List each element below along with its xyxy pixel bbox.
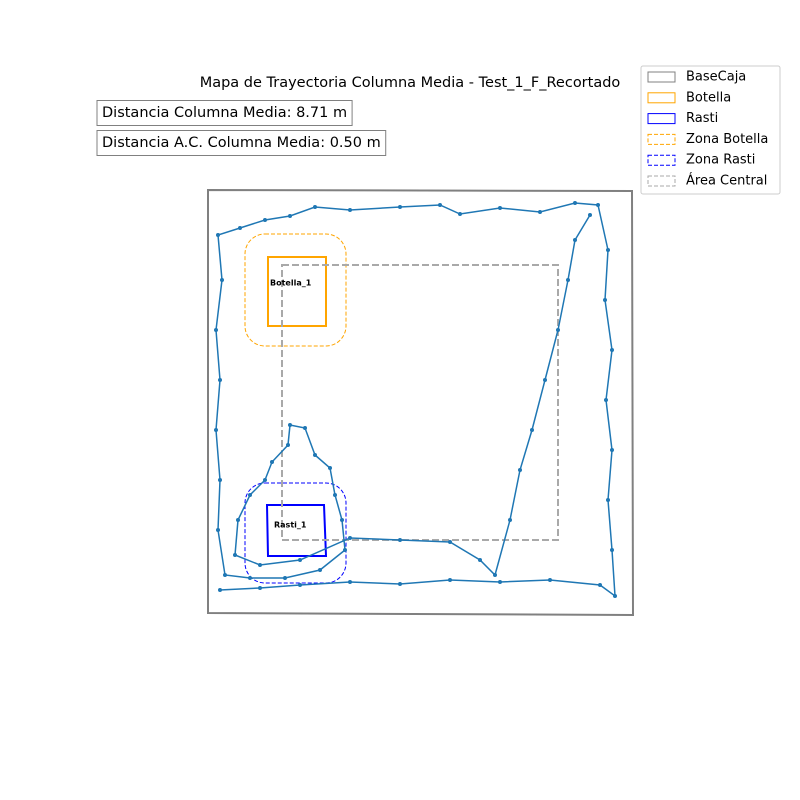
trajectory-point: [596, 203, 600, 207]
legend-swatch: [647, 92, 676, 104]
zone: [244, 233, 347, 347]
trajectory-point: [398, 538, 402, 542]
trajectory-point: [248, 576, 252, 580]
trajectory-point: [348, 580, 352, 584]
trajectory-point: [606, 248, 610, 252]
trajectory-point: [298, 583, 302, 587]
annotation: Distancia Columna Media: 8.71 m: [102, 105, 347, 121]
trajectory-line: [215, 202, 616, 598]
trajectory-point: [283, 576, 287, 580]
trajectory-point: [333, 493, 337, 497]
trajectory-point: [448, 578, 452, 582]
trajectory-point: [493, 573, 497, 577]
trajectory-point: [223, 573, 227, 577]
legend-box: [640, 65, 781, 195]
trajectory-point: [613, 594, 617, 598]
trajectory-point: [318, 568, 322, 572]
trajectory-point: [556, 328, 560, 332]
trajectory-point: [263, 218, 267, 222]
shape-label: Botella_1: [270, 279, 312, 288]
trajectory-point: [303, 426, 307, 430]
trajectory-point: [448, 540, 452, 544]
legend-label: BaseCaja: [686, 70, 746, 85]
trajectory-point: [248, 493, 252, 497]
legend-swatch: [647, 133, 676, 145]
trajectory-point: [214, 428, 218, 432]
trajectory-point: [530, 428, 534, 432]
trajectory-point: [588, 213, 592, 217]
trajectory-point: [348, 208, 352, 212]
trajectory-point: [238, 226, 242, 230]
shape: [207, 188, 635, 617]
annotation-box: [96, 100, 353, 126]
trajectory-point: [313, 453, 317, 457]
legend-label: Zona Rasti: [686, 153, 755, 168]
trajectory-point: [508, 518, 512, 522]
shape: [265, 504, 328, 557]
annotation: Distancia A.C. Columna Media: 0.50 m: [102, 135, 381, 151]
trajectory-point: [604, 398, 608, 402]
trajectory-point: [610, 448, 614, 452]
trajectory-point: [348, 536, 352, 540]
trajectory-point: [288, 214, 292, 218]
trajectory-point: [216, 233, 220, 237]
legend-swatch: [647, 154, 676, 166]
chart-title: Mapa de Trayectoria Columna Media - Test…: [200, 75, 621, 91]
trajectory-point: [258, 586, 262, 590]
trajectory-point: [313, 205, 317, 209]
trajectory-point: [286, 443, 290, 447]
trajectory-point: [610, 548, 614, 552]
trajectory-point: [218, 378, 222, 382]
trajectory-point: [298, 558, 302, 562]
zone: [244, 482, 347, 584]
trajectory-point: [610, 348, 614, 352]
trajectory-point: [603, 298, 607, 302]
trajectory-point: [270, 460, 274, 464]
shape: [281, 264, 559, 541]
trajectory-point: [288, 423, 292, 427]
trajectory-point: [438, 203, 442, 207]
trajectory-point: [573, 238, 577, 242]
trajectory-point: [263, 478, 267, 482]
trajectory-point: [573, 201, 577, 205]
legend-label: Área Central: [686, 173, 767, 189]
trajectory-point: [548, 578, 552, 582]
trajectory-point: [478, 558, 482, 562]
trajectory-point: [598, 583, 602, 587]
trajectory-point: [218, 478, 222, 482]
trajectory-point: [343, 548, 347, 552]
trajectory-point: [458, 212, 462, 216]
trajectory-point: [258, 563, 262, 567]
shape-label: Rasti_1: [274, 521, 307, 530]
trajectory-point: [214, 328, 218, 332]
shape: [267, 256, 327, 327]
legend-swatch: [647, 175, 676, 187]
trajectory-point: [233, 553, 237, 557]
trajectory-point: [566, 278, 570, 282]
trajectory-point: [220, 278, 224, 282]
legend-swatch: [647, 71, 676, 83]
trajectory-point: [328, 466, 332, 470]
trajectory-point: [538, 210, 542, 214]
legend-label: Zona Botella: [686, 132, 768, 147]
legend-label: Botella: [686, 90, 731, 105]
trajectory-point: [216, 528, 220, 532]
trajectory-point: [218, 588, 222, 592]
trajectory-point: [340, 518, 344, 522]
legend: BaseCaja Botella Rasti Zona Botella Zona Ras…: [640, 65, 781, 195]
trajectory-point: [498, 206, 502, 210]
trajectory-point: [398, 205, 402, 209]
annotation-box: [96, 130, 387, 156]
trajectory-point: [543, 378, 547, 382]
trajectory-point: [236, 518, 240, 522]
legend-swatch: [647, 113, 676, 125]
legend-label: Rasti: [686, 111, 718, 126]
trajectory-point: [498, 580, 502, 584]
trajectory-point: [518, 468, 522, 472]
trajectory-point: [398, 582, 402, 586]
trajectory-point: [606, 498, 610, 502]
